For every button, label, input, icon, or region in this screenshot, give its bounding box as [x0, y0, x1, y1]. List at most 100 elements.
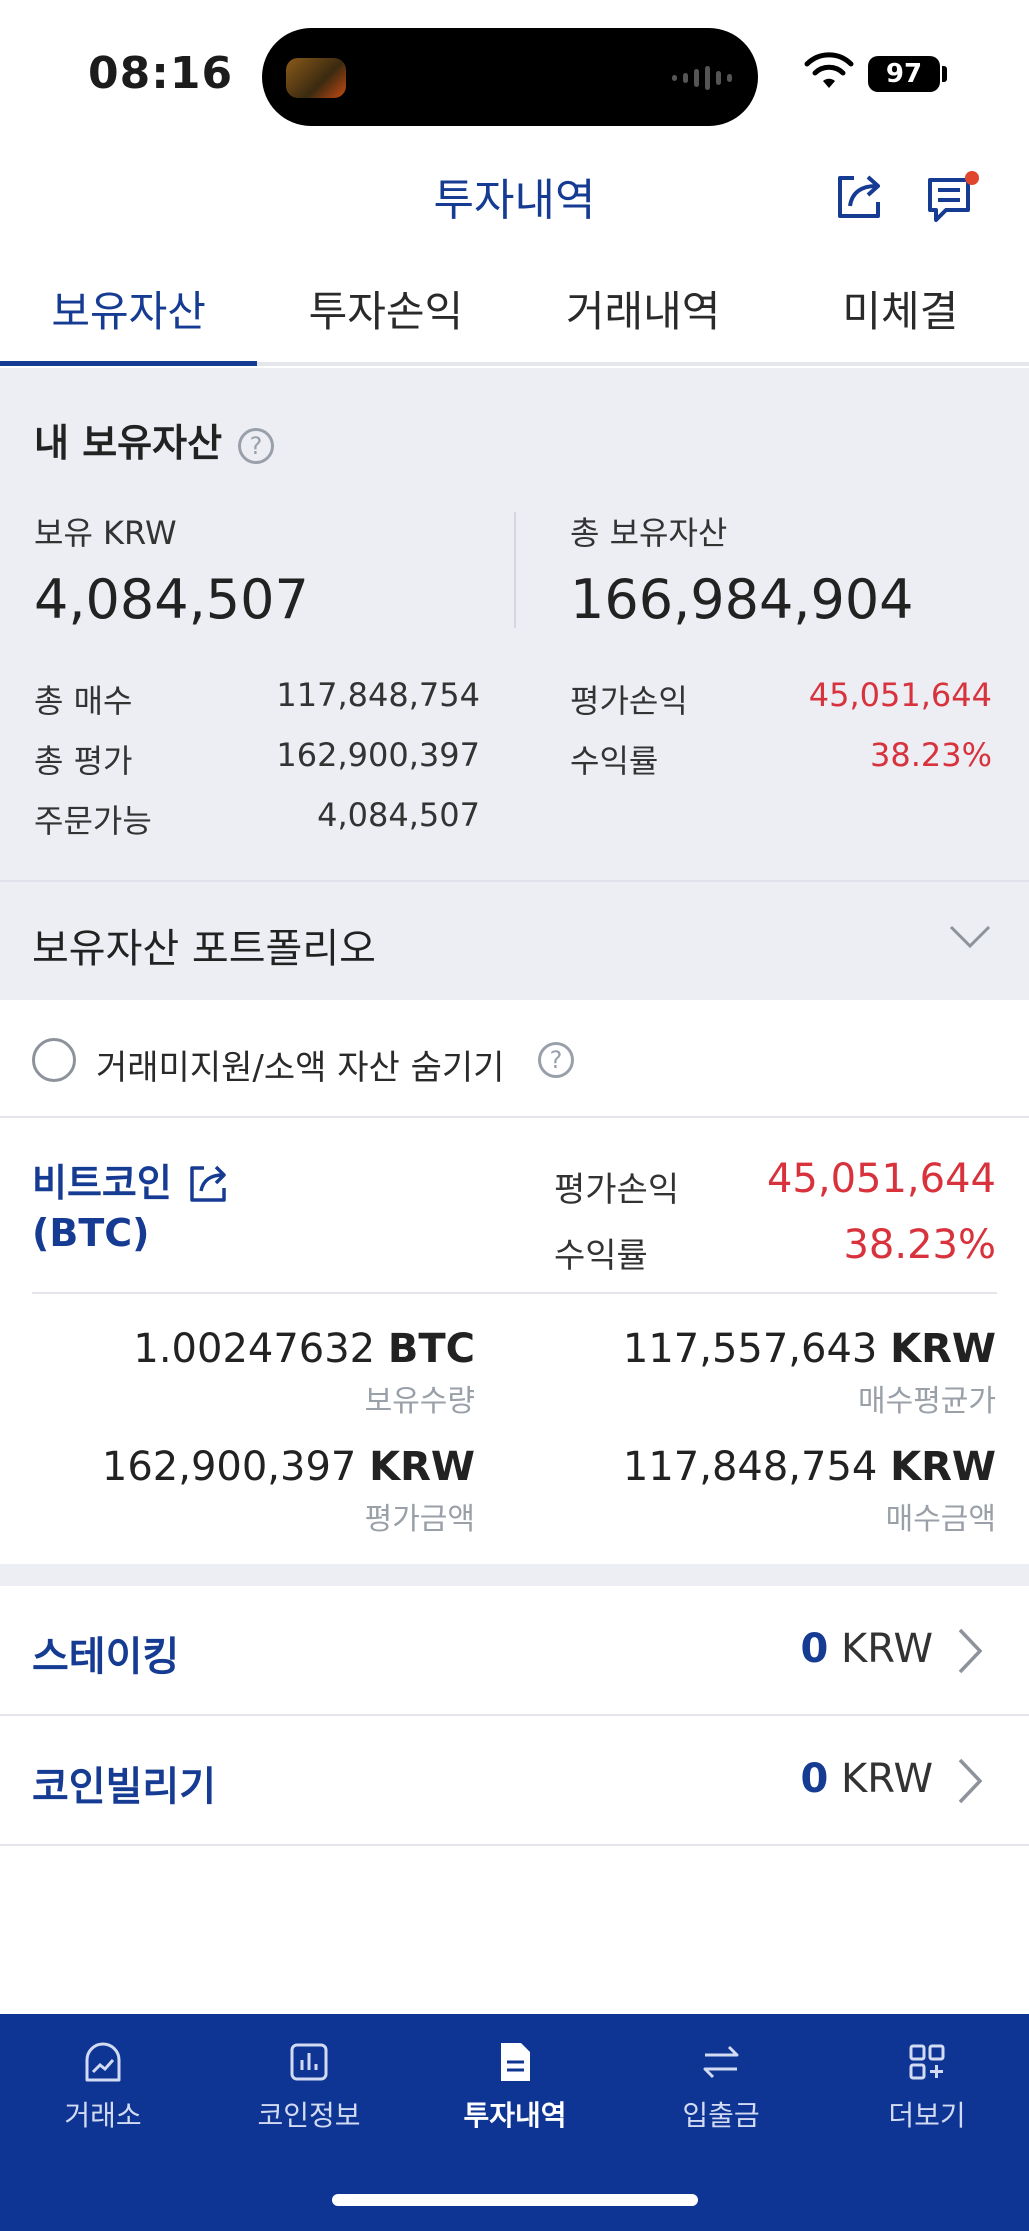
tab-pending-orders[interactable]: 미체결: [842, 287, 959, 336]
document-icon: [501, 2043, 530, 2081]
status-bar: 08:16 97: [0, 0, 1029, 150]
total-buy-label: 총 매수: [34, 682, 133, 720]
hide-small-assets-checkbox[interactable]: [32, 1038, 76, 1082]
share-icon[interactable]: [832, 168, 888, 224]
eval-amount-number: 162,900,397: [101, 1444, 357, 1490]
battery-cap: [942, 66, 947, 82]
staking-amount: 0: [800, 1626, 829, 1672]
page-title: 투자내역: [433, 175, 596, 226]
total-assets: 총 보유자산 166,984,904: [570, 508, 914, 631]
avg-price-unit: KRW: [890, 1326, 996, 1372]
nav-deposit-withdraw-label: 입출금: [682, 2099, 760, 2132]
divider: [514, 512, 516, 628]
staking-unit: KRW: [841, 1626, 933, 1672]
eval-pnl-value: 45,051,644: [808, 676, 992, 714]
orderable-row: 주문가능 4,084,507: [34, 796, 480, 842]
tab-profit-loss[interactable]: 투자손익: [308, 287, 464, 336]
orderable-value: 4,084,507: [317, 796, 480, 834]
coin-name-text: 비트코인: [32, 1161, 172, 1205]
total-eval-label: 총 평가: [34, 742, 133, 780]
avg-buy-price-label: 매수평균가: [858, 1384, 996, 1419]
more-grid-icon: [909, 2044, 945, 2080]
tab-bar: 보유자산 투자손익 거래내역 미체결: [0, 268, 1029, 366]
summary-title: 내 보유자산?: [34, 412, 275, 467]
return-rate-row: 수익률 38.23%: [570, 736, 992, 782]
transfer-icon: [703, 2045, 739, 2079]
help-icon[interactable]: ?: [238, 427, 275, 464]
chevron-right-icon: [958, 1628, 983, 1674]
total-buy-value: 117,848,754: [276, 676, 480, 714]
bottom-navigation: 거래소 코인정보 투자내역 입출금 더보기: [0, 2014, 1029, 2231]
krw-value: 4,084,507: [34, 568, 309, 631]
total-label: 총 보유자산: [570, 514, 728, 552]
total-eval-value: 162,900,397: [276, 736, 480, 774]
holdings-summary: 내 보유자산? 보유 KRW 4,084,507 총 보유자산 166,984,…: [0, 368, 1029, 882]
staking-row[interactable]: 스테이킹 0 KRW: [0, 1586, 1029, 1716]
buy-amount-unit: KRW: [890, 1444, 996, 1490]
summary-title-text: 내 보유자산: [34, 421, 223, 465]
orderable-label: 주문가능: [34, 802, 152, 840]
coin-lending-unit: KRW: [841, 1756, 933, 1802]
wifi-icon: [804, 52, 854, 88]
coin-holding-card[interactable]: 비트코인 (BTC) 평가손익 45,051,644 수익률 38.23% 1.…: [0, 1120, 1029, 1564]
chevron-right-icon: [958, 1758, 983, 1804]
status-time: 08:16: [88, 48, 234, 99]
nav-coin-info[interactable]: 코인정보: [206, 2040, 412, 2134]
staking-label: 스테이킹: [32, 1634, 180, 1680]
nav-coin-info-label: 코인정보: [257, 2099, 361, 2132]
avg-price-number: 117,557,643: [622, 1326, 878, 1372]
nav-more-label: 더보기: [888, 2099, 966, 2132]
section-separator: [0, 1564, 1029, 1586]
coin-rate-label: 수익률: [554, 1236, 648, 1276]
coin-lending-amount: 0: [800, 1756, 829, 1802]
battery-indicator: 97: [868, 56, 940, 92]
return-rate-value: 38.23%: [869, 736, 992, 774]
coin-pnl-row: 평가손익 45,051,644: [554, 1156, 996, 1211]
tab-transactions[interactable]: 거래내역: [565, 287, 721, 336]
nav-more[interactable]: 더보기: [824, 2040, 1029, 2134]
buy-amount-label: 매수금액: [885, 1502, 996, 1537]
coin-name[interactable]: 비트코인 (BTC): [32, 1158, 172, 1258]
nav-exchange-label: 거래소: [64, 2099, 142, 2132]
share-icon[interactable]: [186, 1160, 232, 1206]
notice-icon[interactable]: [926, 170, 982, 226]
tab-holdings[interactable]: 보유자산: [0, 268, 258, 366]
home-indicator[interactable]: [332, 2194, 698, 2206]
coin-rate-row: 수익률 38.23%: [554, 1222, 996, 1277]
audio-wave-icon: [672, 66, 732, 90]
holding-qty-unit: BTC: [387, 1326, 475, 1372]
coin-lending-value: 0 KRW: [800, 1756, 933, 1802]
exchange-chart-icon: [85, 2042, 121, 2082]
hide-small-assets-row: 거래미지원/소액 자산 숨기기 ?: [0, 1000, 1029, 1118]
portfolio-title: 보유자산 포트폴리오: [32, 926, 376, 972]
nav-investment-history-label: 투자내역: [463, 2099, 567, 2132]
coin-pnl-value: 45,051,644: [766, 1156, 996, 1202]
return-rate-label: 수익률: [570, 742, 659, 780]
eval-amount-value: 162,900,397 KRW: [102, 1444, 475, 1490]
help-icon[interactable]: ?: [538, 1042, 574, 1078]
buy-amount-number: 117,848,754: [622, 1444, 878, 1490]
buy-amount: 117,848,754 KRW 매수금액: [623, 1444, 996, 1538]
staking-value: 0 KRW: [800, 1626, 933, 1672]
krw-label: 보유 KRW: [34, 514, 177, 552]
dynamic-island: [262, 28, 758, 126]
eval-pnl-label: 평가손익: [570, 682, 688, 720]
chevron-down-icon: [949, 925, 991, 949]
coin-ticker: (BTC): [32, 1211, 150, 1255]
eval-amount: 162,900,397 KRW 평가금액: [102, 1444, 475, 1538]
total-buy-row: 총 매수 117,848,754: [34, 676, 480, 722]
eval-amount-label: 평가금액: [364, 1502, 475, 1537]
eval-amount-unit: KRW: [369, 1444, 475, 1490]
coin-rate-value: 38.23%: [843, 1222, 996, 1268]
portfolio-toggle[interactable]: 보유자산 포트폴리오: [0, 882, 1029, 1000]
coin-lending-label: 코인빌리기: [32, 1764, 216, 1810]
buy-amount-value: 117,848,754 KRW: [623, 1444, 996, 1490]
nav-investment-history[interactable]: 투자내역: [412, 2040, 618, 2134]
holding-quantity-value: 1.00247632 BTC: [133, 1326, 475, 1372]
coin-pnl-label: 평가손익: [554, 1170, 680, 1210]
coin-lending-row[interactable]: 코인빌리기 0 KRW: [0, 1716, 1029, 1846]
hide-small-assets-label[interactable]: 거래미지원/소액 자산 숨기기: [96, 1048, 505, 1088]
avg-buy-price: 117,557,643 KRW 매수평균가: [623, 1326, 996, 1420]
nav-deposit-withdraw[interactable]: 입출금: [618, 2040, 824, 2134]
nav-exchange[interactable]: 거래소: [0, 2040, 206, 2134]
